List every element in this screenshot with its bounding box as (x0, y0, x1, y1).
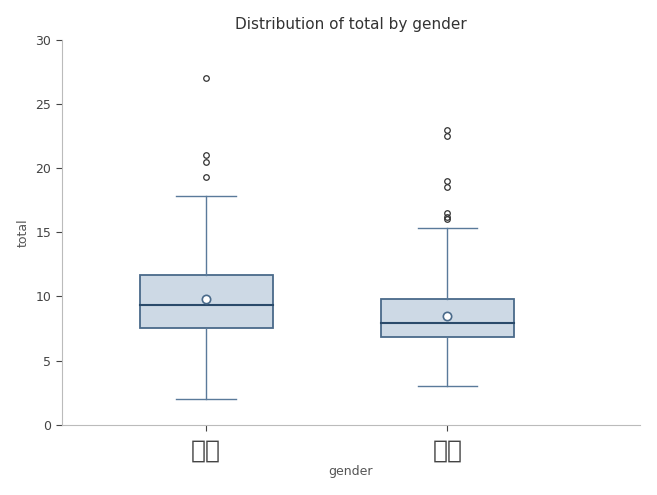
X-axis label: gender: gender (328, 465, 373, 478)
Title: Distribution of total by gender: Distribution of total by gender (235, 17, 467, 32)
Bar (381, 299, 514, 338)
Bar (140, 275, 273, 329)
Y-axis label: total: total (16, 218, 30, 247)
